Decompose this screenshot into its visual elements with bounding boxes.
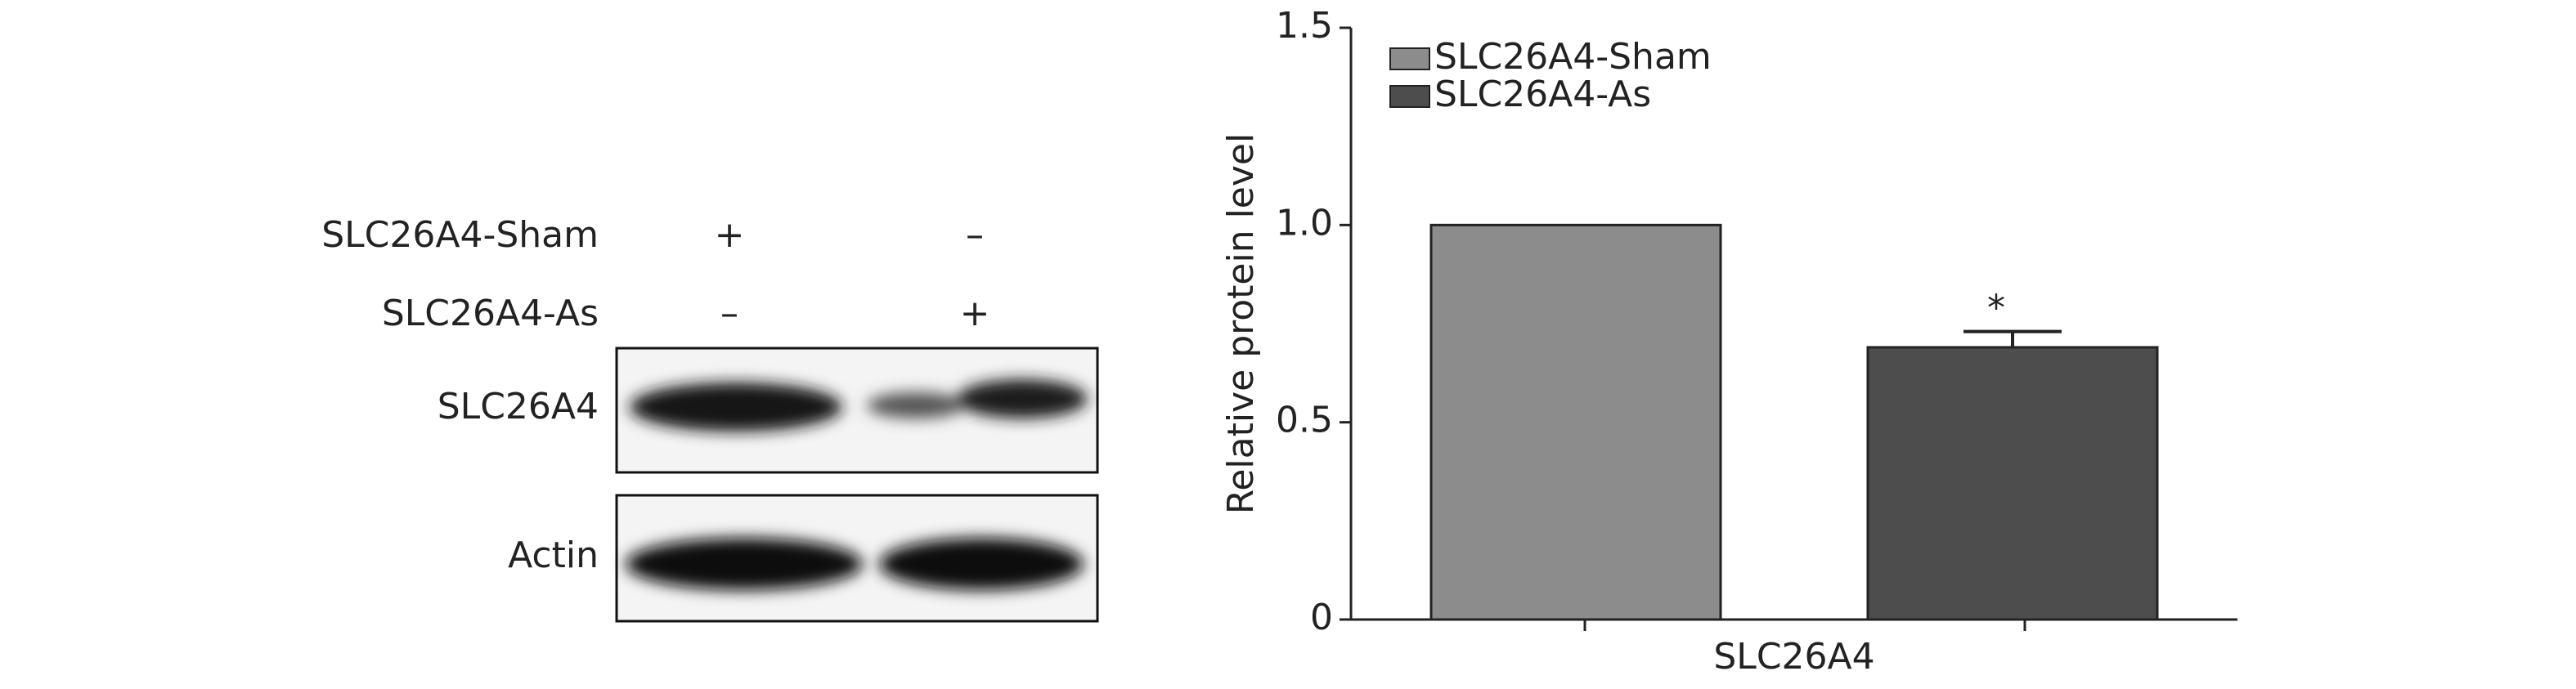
lane-sign: + [960, 293, 990, 334]
bands [630, 379, 1088, 432]
bar [1429, 223, 1722, 621]
row-label: SLC26A4-Sham [321, 214, 599, 256]
lane-sign: – [966, 214, 984, 256]
panel-label: SLC26A4 [438, 386, 599, 427]
lane-sign: + [715, 214, 745, 256]
legend-label: SLC26A4-Sham [1434, 36, 1712, 78]
legend-label: SLC26A4-As [1434, 74, 1651, 115]
y-tick-label: 1.5 [1276, 5, 1333, 47]
legend-swatch [1389, 47, 1430, 70]
y-axis-label: Relative protein level [1220, 133, 1262, 514]
lane-sign: – [720, 293, 738, 334]
significance: * [1987, 288, 2005, 329]
legend-swatch [1389, 85, 1430, 108]
row-label: SLC26A4-As [382, 293, 599, 334]
y-tick-label: 1.0 [1276, 202, 1333, 244]
y-tick-label: 0 [1310, 597, 1333, 638]
blot: SLC26A4-Sham + – SLC26A4-As – + SLC26A4 … [321, 214, 1099, 623]
panel-label: Actin [508, 535, 599, 576]
bar [1866, 346, 2159, 621]
error-bar [1963, 329, 2062, 347]
y-tick-label: 0.5 [1276, 400, 1333, 441]
x-tick-label: SLC26A4 [1713, 636, 1874, 678]
bands [626, 538, 1084, 590]
